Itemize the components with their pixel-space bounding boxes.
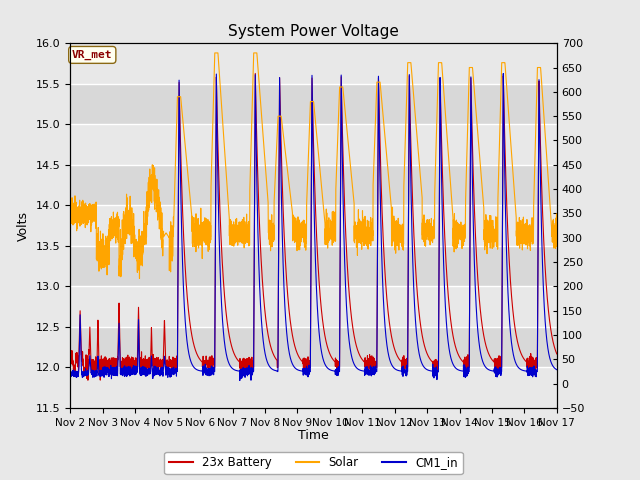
Bar [70, 165, 557, 205]
Bar [70, 327, 557, 368]
Bar [70, 287, 557, 327]
Y-axis label: Volts: Volts [17, 211, 30, 240]
Bar [70, 43, 557, 84]
Text: VR_met: VR_met [72, 50, 113, 60]
X-axis label: Time: Time [298, 429, 329, 442]
Bar [70, 124, 557, 165]
Bar [70, 205, 557, 246]
Legend: 23x Battery, Solar, CM1_in: 23x Battery, Solar, CM1_in [164, 452, 463, 474]
Bar [70, 246, 557, 287]
Bar [70, 84, 557, 124]
Title: System Power Voltage: System Power Voltage [228, 24, 399, 39]
Bar [70, 368, 557, 408]
